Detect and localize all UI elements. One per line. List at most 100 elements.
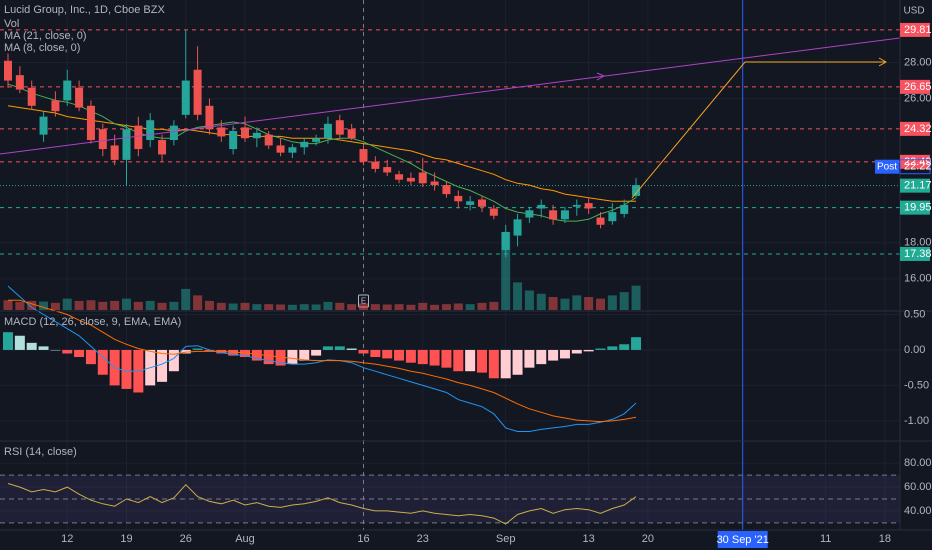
macd-histogram-bar (465, 349, 476, 372)
candle-body (181, 80, 190, 115)
post-price-box (899, 159, 931, 175)
volume-bar (489, 301, 499, 310)
candle-body (454, 195, 463, 202)
macd-histogram-bar (488, 349, 499, 379)
macd-histogram-bar (512, 349, 523, 375)
volume-bar (596, 298, 605, 310)
candle-body (359, 149, 368, 162)
candle-body (252, 132, 261, 139)
volume-bar (39, 301, 49, 310)
macd-histogram-bar (453, 349, 464, 372)
candle-body (288, 147, 297, 153)
candle-body (86, 105, 95, 141)
candle-body (39, 116, 48, 135)
candle-body (158, 140, 167, 155)
y-tick-label: 0.00 (904, 344, 925, 356)
x-tick-label: 19 (120, 533, 132, 545)
volume-bar (572, 295, 582, 310)
overlay-legend: MA (8, close, 0) (4, 42, 80, 54)
volume-bar (181, 288, 191, 310)
macd-histogram-bar (559, 349, 570, 359)
macd-histogram-bar (85, 349, 96, 365)
x-tick-label: 13 (583, 533, 595, 545)
volume-bar (86, 300, 96, 310)
macd-histogram-bar (157, 349, 168, 382)
volume-bar (110, 300, 120, 310)
y-tick-label: 18.00 (904, 237, 932, 249)
volume-bar (584, 297, 594, 310)
macd-histogram-bar (204, 349, 215, 352)
macd-histogram-bar (334, 346, 345, 350)
volume-bar (501, 232, 511, 310)
volume-bar (513, 282, 523, 310)
volume-bar (287, 304, 297, 310)
macd-histogram-bar (3, 332, 13, 350)
volume-bar (228, 303, 238, 310)
macd-histogram-bar (322, 346, 333, 350)
candle-body (560, 210, 569, 220)
candle-body (430, 181, 439, 186)
candle-body (98, 129, 107, 150)
macd-histogram-bar (536, 349, 547, 365)
x-tick-label: 20 (642, 533, 654, 545)
candle-body (146, 120, 155, 141)
x-tick-label: 16 (357, 533, 369, 545)
candle-body (596, 217, 605, 225)
volume-bar (394, 304, 404, 310)
candle-body (525, 210, 534, 218)
macd-histogram-bar (299, 349, 310, 361)
macd-histogram-bar (571, 349, 582, 354)
volume-bar (240, 302, 250, 310)
y-tick-label: 26.00 (904, 92, 932, 104)
macd-histogram-bar (500, 349, 511, 379)
candle-body (418, 172, 427, 184)
volume-bar (145, 300, 155, 310)
candle-body (466, 201, 475, 205)
candle-body (489, 208, 498, 216)
candle-body (478, 199, 486, 207)
last-price-box (900, 178, 930, 193)
level-label: 26.65 (904, 81, 932, 93)
volume-bar (276, 304, 286, 310)
level-label: 17.38 (904, 248, 932, 260)
volume-bar (430, 304, 440, 310)
last-price-label: 21.17 (904, 180, 932, 192)
candle-body (205, 105, 214, 130)
macd-histogram-bar (251, 349, 262, 361)
event-label: E (361, 297, 366, 306)
x-tick-label: 26 (180, 533, 192, 545)
plot-layer: E (0, 0, 900, 530)
volume-bar (477, 302, 487, 310)
volume-bar (418, 302, 428, 310)
projection-arrow (878, 57, 888, 67)
candle-body (193, 69, 202, 115)
macd-histogram-bar (346, 348, 357, 350)
candle-body (406, 177, 415, 182)
candle-body (63, 80, 72, 101)
level-box (900, 200, 930, 215)
macd-histogram-bar (429, 349, 440, 366)
candle-body (51, 100, 60, 112)
candle-body (27, 87, 36, 106)
volume-bar (62, 298, 72, 310)
level-label: 29.81 (904, 24, 932, 36)
macd-histogram-bar (358, 349, 369, 354)
macd-histogram-bar (38, 346, 49, 350)
volume-bar (323, 301, 333, 310)
candle-body (300, 141, 309, 148)
candle-body (395, 174, 404, 180)
macd-histogram-bar (192, 348, 203, 350)
post-price-name: Post (877, 161, 897, 172)
volume-bar (335, 302, 345, 310)
moving-average-line (7, 105, 636, 202)
level-box (900, 246, 930, 261)
volume-bar (370, 304, 380, 310)
candle-body (513, 219, 522, 236)
volume-bar (216, 302, 226, 310)
post-price-name-box (875, 159, 899, 174)
candle-body (134, 125, 143, 150)
candle-body (229, 131, 238, 150)
macd-histogram-bar (382, 349, 393, 359)
volume-bar (204, 300, 214, 310)
volume-bar (548, 297, 558, 310)
